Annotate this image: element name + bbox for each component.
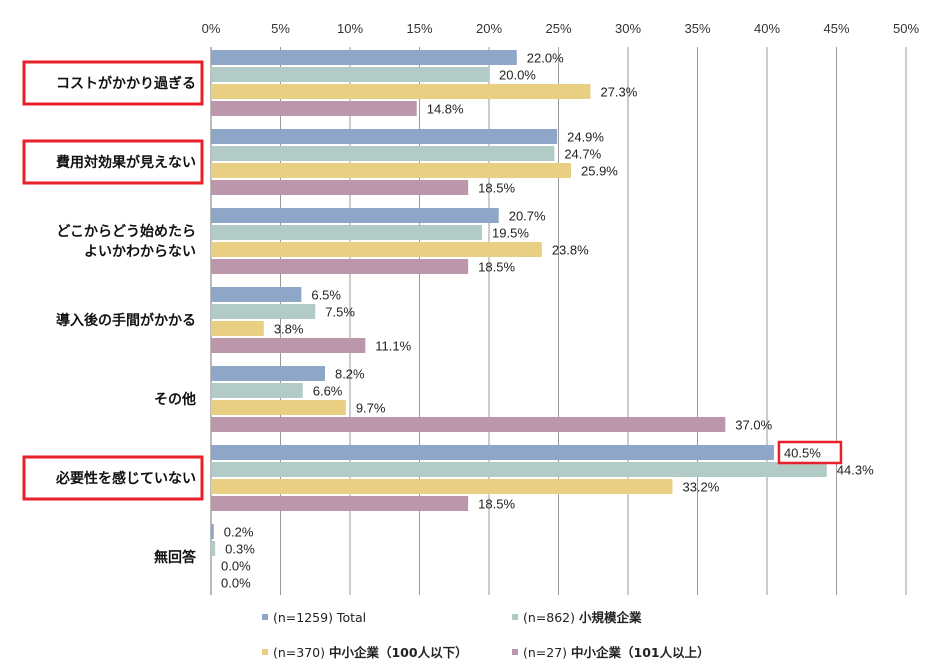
data-label: 0.0% <box>221 576 251 591</box>
bar <box>211 259 469 274</box>
data-label: 25.9% <box>581 164 618 179</box>
data-label: 27.3% <box>600 85 637 100</box>
category-label: コストがかかり過ぎる <box>56 75 196 92</box>
bar <box>211 180 469 195</box>
x-tick-label: 35% <box>684 21 710 36</box>
x-tick-label: 5% <box>271 21 290 36</box>
data-label: 6.6% <box>313 384 343 399</box>
bars <box>211 50 827 556</box>
legend-swatch <box>262 614 268 620</box>
bar <box>211 304 316 319</box>
category-label: 無回答 <box>154 549 197 566</box>
legend-label-part: (n=862) <box>523 610 579 625</box>
legend-swatch <box>512 614 518 620</box>
legend-label-part: (n=27) <box>523 645 571 660</box>
bar <box>211 338 366 353</box>
legend-label: (n=862) 小規模企業 <box>523 610 642 625</box>
x-tick-label: 0% <box>202 21 221 36</box>
bar <box>211 163 572 178</box>
bar <box>211 383 303 398</box>
data-label: 14.8% <box>427 102 464 117</box>
legend-label-part: 中小企業（100人以下） <box>329 645 468 660</box>
bar <box>211 146 555 161</box>
x-tick-label: 30% <box>615 21 641 36</box>
legend-swatch <box>512 649 518 655</box>
x-tick-label: 25% <box>545 21 571 36</box>
data-label: 0.0% <box>221 559 251 574</box>
category-label: よいかわからない <box>84 244 196 260</box>
category-label: どこからどう始めたら <box>56 223 196 240</box>
data-label: 23.8% <box>552 243 589 258</box>
bar <box>211 400 346 415</box>
category-labels: コストがかかり過ぎる費用対効果が見えないどこからどう始めたらよいかわからない導入… <box>22 60 204 566</box>
data-label: 20.7% <box>509 209 546 224</box>
bar <box>211 366 325 381</box>
data-label: 3.8% <box>274 322 304 337</box>
data-label: 18.5% <box>478 497 515 512</box>
data-label: 9.7% <box>356 401 386 416</box>
legend-label-part: (n=1259) Total <box>273 610 366 625</box>
category-label: 必要性を感じていない <box>55 470 196 487</box>
data-label: 24.7% <box>564 147 601 162</box>
x-tick-label: 20% <box>476 21 502 36</box>
data-label: 7.5% <box>325 305 355 320</box>
data-label: 40.5% <box>784 446 821 461</box>
data-labels: 22.0% 24.9% 20.7% 6.5% 8.2% 40.5% 0.2% 20.0% 24.… <box>221 51 874 591</box>
data-label: 0.2% <box>224 525 254 540</box>
bar <box>211 287 302 302</box>
category-highlight-box <box>22 455 204 501</box>
bar <box>211 321 264 336</box>
legend-label: (n=1259) Total <box>273 610 366 625</box>
data-label: 22.0% <box>527 51 564 66</box>
legend-label-part: 小規模企業 <box>578 610 642 625</box>
data-label: 24.9% <box>567 130 604 145</box>
data-label: 11.1% <box>375 339 411 354</box>
bar <box>211 101 417 116</box>
highlight-box <box>777 440 843 465</box>
legend-label-part: (n=370) <box>273 645 329 660</box>
bar <box>211 524 214 539</box>
x-tick-label: 10% <box>337 21 363 36</box>
category-highlight-box <box>22 60 204 106</box>
data-label: 19.5% <box>492 226 529 241</box>
x-axis-ticks: 0% 5% 10% 15% 20% 25% 30% 35% 40% 45% 50% <box>202 21 920 36</box>
x-tick-label: 40% <box>754 21 780 36</box>
data-label: 20.0% <box>499 68 536 83</box>
bar <box>211 479 673 494</box>
x-tick-label: 50% <box>893 21 919 36</box>
x-tick-label: 15% <box>406 21 432 36</box>
data-label: 44.3% <box>837 463 874 478</box>
data-label: 18.5% <box>478 260 515 275</box>
legend-label-part: 中小企業（101人以上） <box>571 645 710 660</box>
data-label: 33.2% <box>682 480 719 495</box>
category-label: その他 <box>154 391 196 408</box>
x-tick-label: 45% <box>823 21 849 36</box>
bar <box>211 129 558 144</box>
bar <box>211 84 591 99</box>
legend-label: (n=370) 中小企業（100人以下） <box>273 645 468 660</box>
bar <box>211 417 726 432</box>
bar <box>211 242 542 257</box>
bar <box>211 541 216 556</box>
category-label: 導入後の手間がかかる <box>56 312 196 329</box>
legend-label: (n=27) 中小企業（101人以上） <box>523 645 710 660</box>
data-label: 8.2% <box>335 367 365 382</box>
bar <box>211 50 517 65</box>
data-label: 0.3% <box>225 542 255 557</box>
bar <box>211 225 483 240</box>
data-label: 37.0% <box>735 418 772 433</box>
bar <box>211 496 469 511</box>
bar <box>211 67 489 82</box>
legend-swatch <box>262 649 268 655</box>
category-label: 費用対効果が見えない <box>56 154 196 171</box>
bar <box>211 462 827 477</box>
bar <box>211 445 774 460</box>
data-label: 18.5% <box>478 181 515 196</box>
bar <box>211 208 499 223</box>
data-label: 6.5% <box>311 288 341 303</box>
legend: (n=1259) Total (n=862) 小規模企業 (n=370) 中小企業（… <box>262 610 710 660</box>
category-highlight-box <box>22 139 204 185</box>
